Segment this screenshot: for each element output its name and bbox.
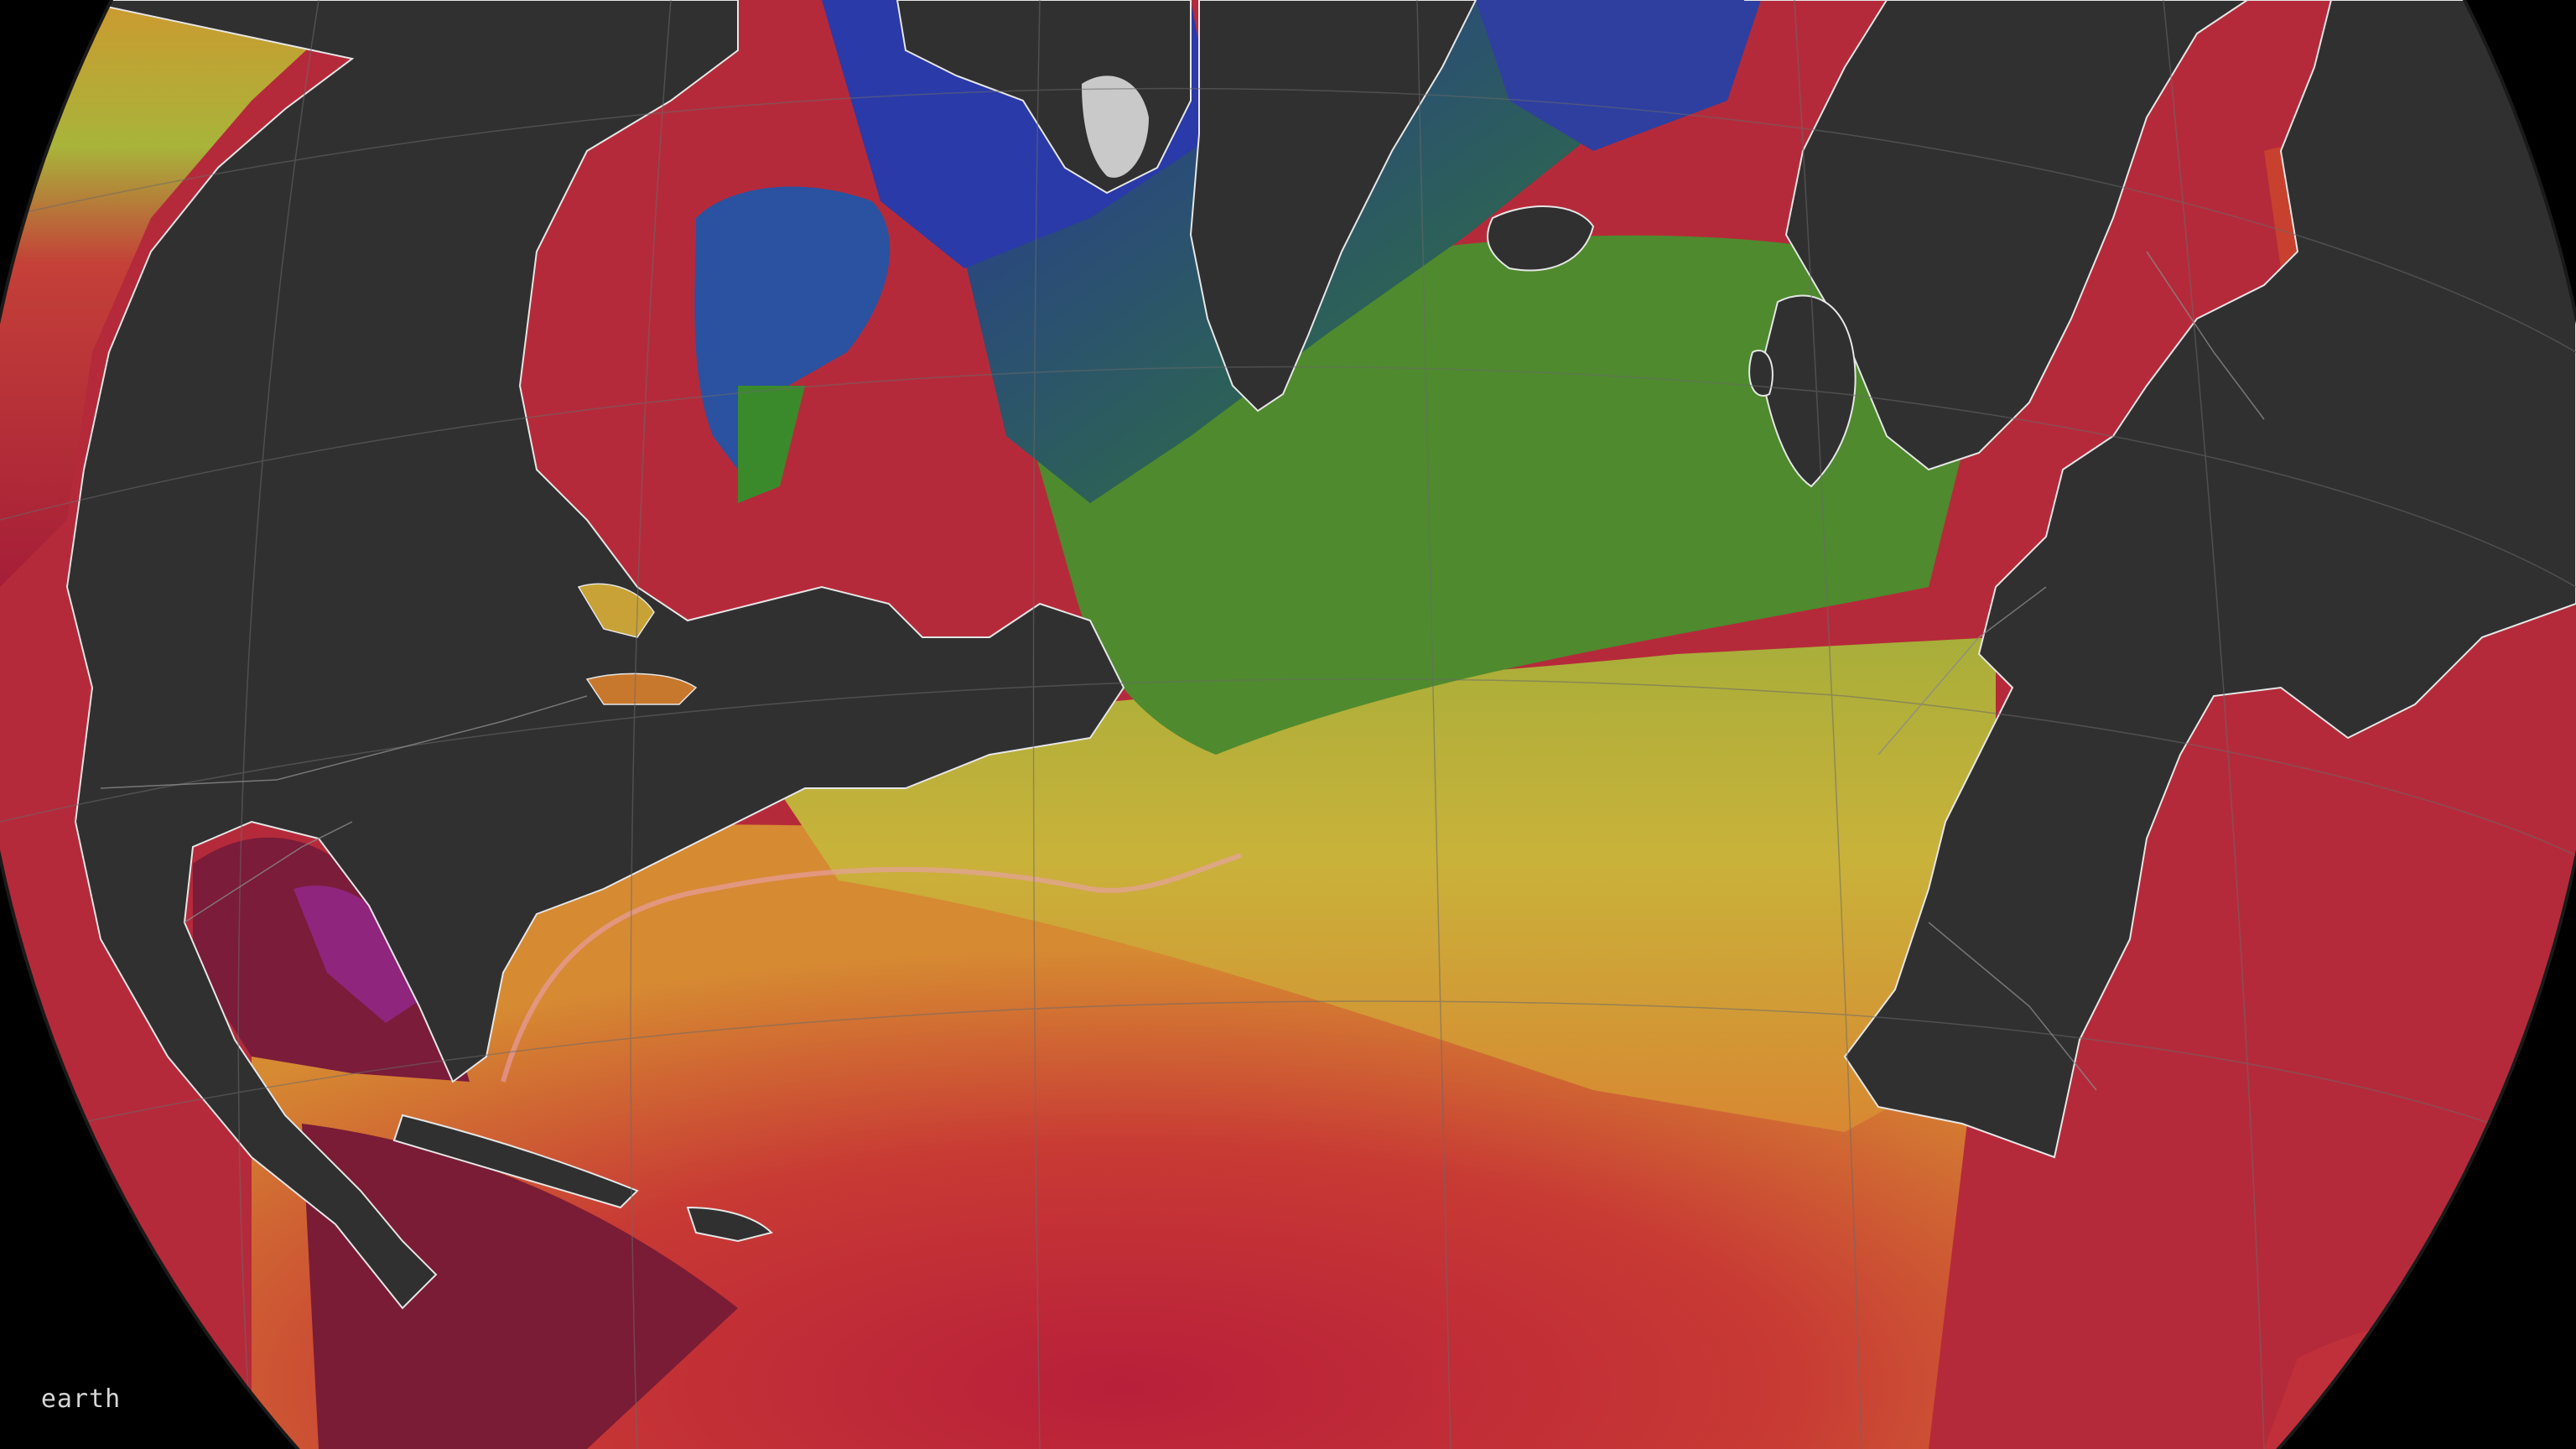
country-borders bbox=[100, 251, 2265, 1091]
cuba bbox=[392, 1114, 639, 1209]
great-lakes bbox=[577, 583, 655, 638]
james-bay bbox=[738, 386, 805, 503]
pacific-ocean bbox=[0, 0, 361, 587]
baffin-glacier bbox=[1082, 75, 1149, 178]
lake-erie-ontario bbox=[585, 673, 698, 705]
ireland bbox=[1748, 350, 1774, 397]
iceland bbox=[1487, 205, 1595, 272]
mid-atlantic bbox=[755, 637, 1996, 1132]
caribbean-sea bbox=[302, 1124, 738, 1449]
gulf-coast-warm bbox=[293, 886, 436, 1023]
gulf-stream bbox=[501, 853, 1242, 1083]
hispaniola bbox=[686, 1206, 773, 1243]
earth-menu-button[interactable]: earth bbox=[23, 1374, 139, 1426]
eurasia-africa bbox=[1744, 0, 2576, 1159]
north-america bbox=[65, 0, 1125, 1310]
denmark-strait bbox=[1476, 0, 1761, 151]
greenland bbox=[1189, 0, 1478, 413]
